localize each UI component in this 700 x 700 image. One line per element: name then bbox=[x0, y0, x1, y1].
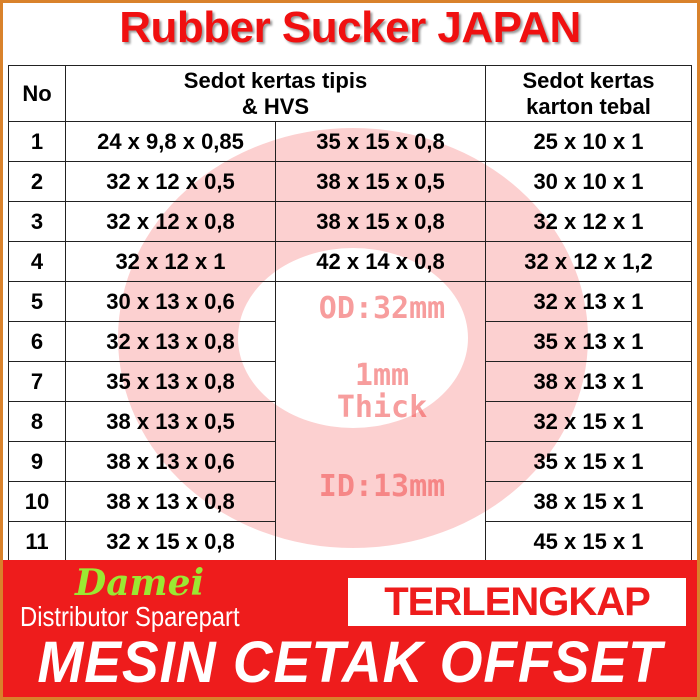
cell-thin-1: 32 x 12 x 1 bbox=[65, 241, 276, 282]
header-thin-paper: Sedot kertas tipis & HVS bbox=[65, 65, 486, 122]
cell-thin-2 bbox=[275, 441, 486, 482]
table-row: 1 24 x 9,8 x 0,85 35 x 15 x 0,8 25 x 10 x 1 bbox=[8, 121, 692, 162]
cell-thin-2 bbox=[275, 481, 486, 522]
size-table: No Sedot kertas tipis & HVS Sedot kertas… bbox=[8, 65, 692, 562]
cell-thin-2: 38 x 15 x 0,5 bbox=[275, 161, 486, 202]
cell-thin-1: 38 x 13 x 0,5 bbox=[65, 401, 276, 442]
badge-terlengkap: TERLENGKAP bbox=[348, 578, 686, 626]
cell-no: 2 bbox=[8, 161, 66, 202]
cell-thick: 32 x 12 x 1,2 bbox=[485, 241, 692, 282]
cell-no: 8 bbox=[8, 401, 66, 442]
cell-thin-2 bbox=[275, 401, 486, 442]
cell-thin-2 bbox=[275, 321, 486, 362]
table-row: 3 32 x 12 x 0,8 38 x 15 x 0,8 32 x 12 x 1 bbox=[8, 201, 692, 242]
table-row: 9 38 x 13 x 0,6 35 x 15 x 1 bbox=[8, 441, 692, 482]
table-row: 8 38 x 13 x 0,5 32 x 15 x 1 bbox=[8, 401, 692, 442]
brand-logo: Damei bbox=[75, 562, 205, 604]
table-row: 6 32 x 13 x 0,8 35 x 13 x 1 bbox=[8, 321, 692, 362]
table-row: 10 38 x 13 x 0,8 38 x 15 x 1 bbox=[8, 481, 692, 522]
cell-no: 1 bbox=[8, 121, 66, 162]
cell-no: 5 bbox=[8, 281, 66, 322]
table-row: 11 32 x 15 x 0,8 45 x 15 x 1 bbox=[8, 521, 692, 562]
cell-thin-2: 35 x 15 x 0,8 bbox=[275, 121, 486, 162]
header-thick-paper: Sedot kertas karton tebal bbox=[485, 65, 692, 122]
cell-thick: 32 x 12 x 1 bbox=[485, 201, 692, 242]
cell-thin-2 bbox=[275, 281, 486, 322]
cell-no: 6 bbox=[8, 321, 66, 362]
cell-thin-1: 32 x 13 x 0,8 bbox=[65, 321, 276, 362]
table-row: 7 35 x 13 x 0,8 38 x 13 x 1 bbox=[8, 361, 692, 402]
cell-thin-1: 35 x 13 x 0,8 bbox=[65, 361, 276, 402]
cell-thin-1: 32 x 12 x 0,8 bbox=[65, 201, 276, 242]
cell-thin-2 bbox=[275, 361, 486, 402]
watermark-thick: 1mm Thick bbox=[336, 358, 428, 425]
cell-thick: 38 x 15 x 1 bbox=[485, 481, 692, 522]
cell-thick: 35 x 15 x 1 bbox=[485, 441, 692, 482]
watermark-od: OD:32mm bbox=[318, 291, 446, 326]
table-row: 2 32 x 12 x 0,5 38 x 15 x 0,5 30 x 10 x 1 bbox=[8, 161, 692, 202]
cell-thin-1: 32 x 15 x 0,8 bbox=[65, 521, 276, 562]
cell-thin-1: 38 x 13 x 0,8 bbox=[65, 481, 276, 522]
cell-no: 4 bbox=[8, 241, 66, 282]
cell-no: 11 bbox=[8, 521, 66, 562]
cell-no: 7 bbox=[8, 361, 66, 402]
tagline: MESIN CETAK OFFSET bbox=[37, 630, 663, 695]
cell-no: 9 bbox=[8, 441, 66, 482]
cell-thick: 30 x 10 x 1 bbox=[485, 161, 692, 202]
cell-thick: 35 x 13 x 1 bbox=[485, 321, 692, 362]
table-row: 5 30 x 13 x 0,6 32 x 13 x 1 bbox=[8, 281, 692, 322]
cell-thin-1: 38 x 13 x 0,6 bbox=[65, 441, 276, 482]
cell-thin-2: 38 x 15 x 0,8 bbox=[275, 201, 486, 242]
header-no: No bbox=[8, 65, 66, 122]
cell-thick: 32 x 15 x 1 bbox=[485, 401, 692, 442]
cell-no: 3 bbox=[8, 201, 66, 242]
brand-subtitle: Distributor Sparepart bbox=[20, 601, 240, 632]
cell-thin-2 bbox=[275, 521, 486, 562]
cell-thick: 38 x 13 x 1 bbox=[485, 361, 692, 402]
cell-thin-1: 32 x 12 x 0,5 bbox=[65, 161, 276, 202]
page-title: Rubber Sucker JAPAN bbox=[119, 3, 581, 52]
watermark-id: ID:13mm bbox=[318, 469, 446, 504]
cell-thin-1: 24 x 9,8 x 0,85 bbox=[65, 121, 276, 162]
cell-thick: 32 x 13 x 1 bbox=[485, 281, 692, 322]
cell-thick: 25 x 10 x 1 bbox=[485, 121, 692, 162]
cell-thin-1: 30 x 13 x 0,6 bbox=[65, 281, 276, 322]
cell-no: 10 bbox=[8, 481, 66, 522]
cell-thin-2: 42 x 14 x 0,8 bbox=[275, 241, 486, 282]
table-row: 4 32 x 12 x 1 42 x 14 x 0,8 32 x 12 x 1,2 bbox=[8, 241, 692, 282]
cell-thick: 45 x 15 x 1 bbox=[485, 521, 692, 562]
